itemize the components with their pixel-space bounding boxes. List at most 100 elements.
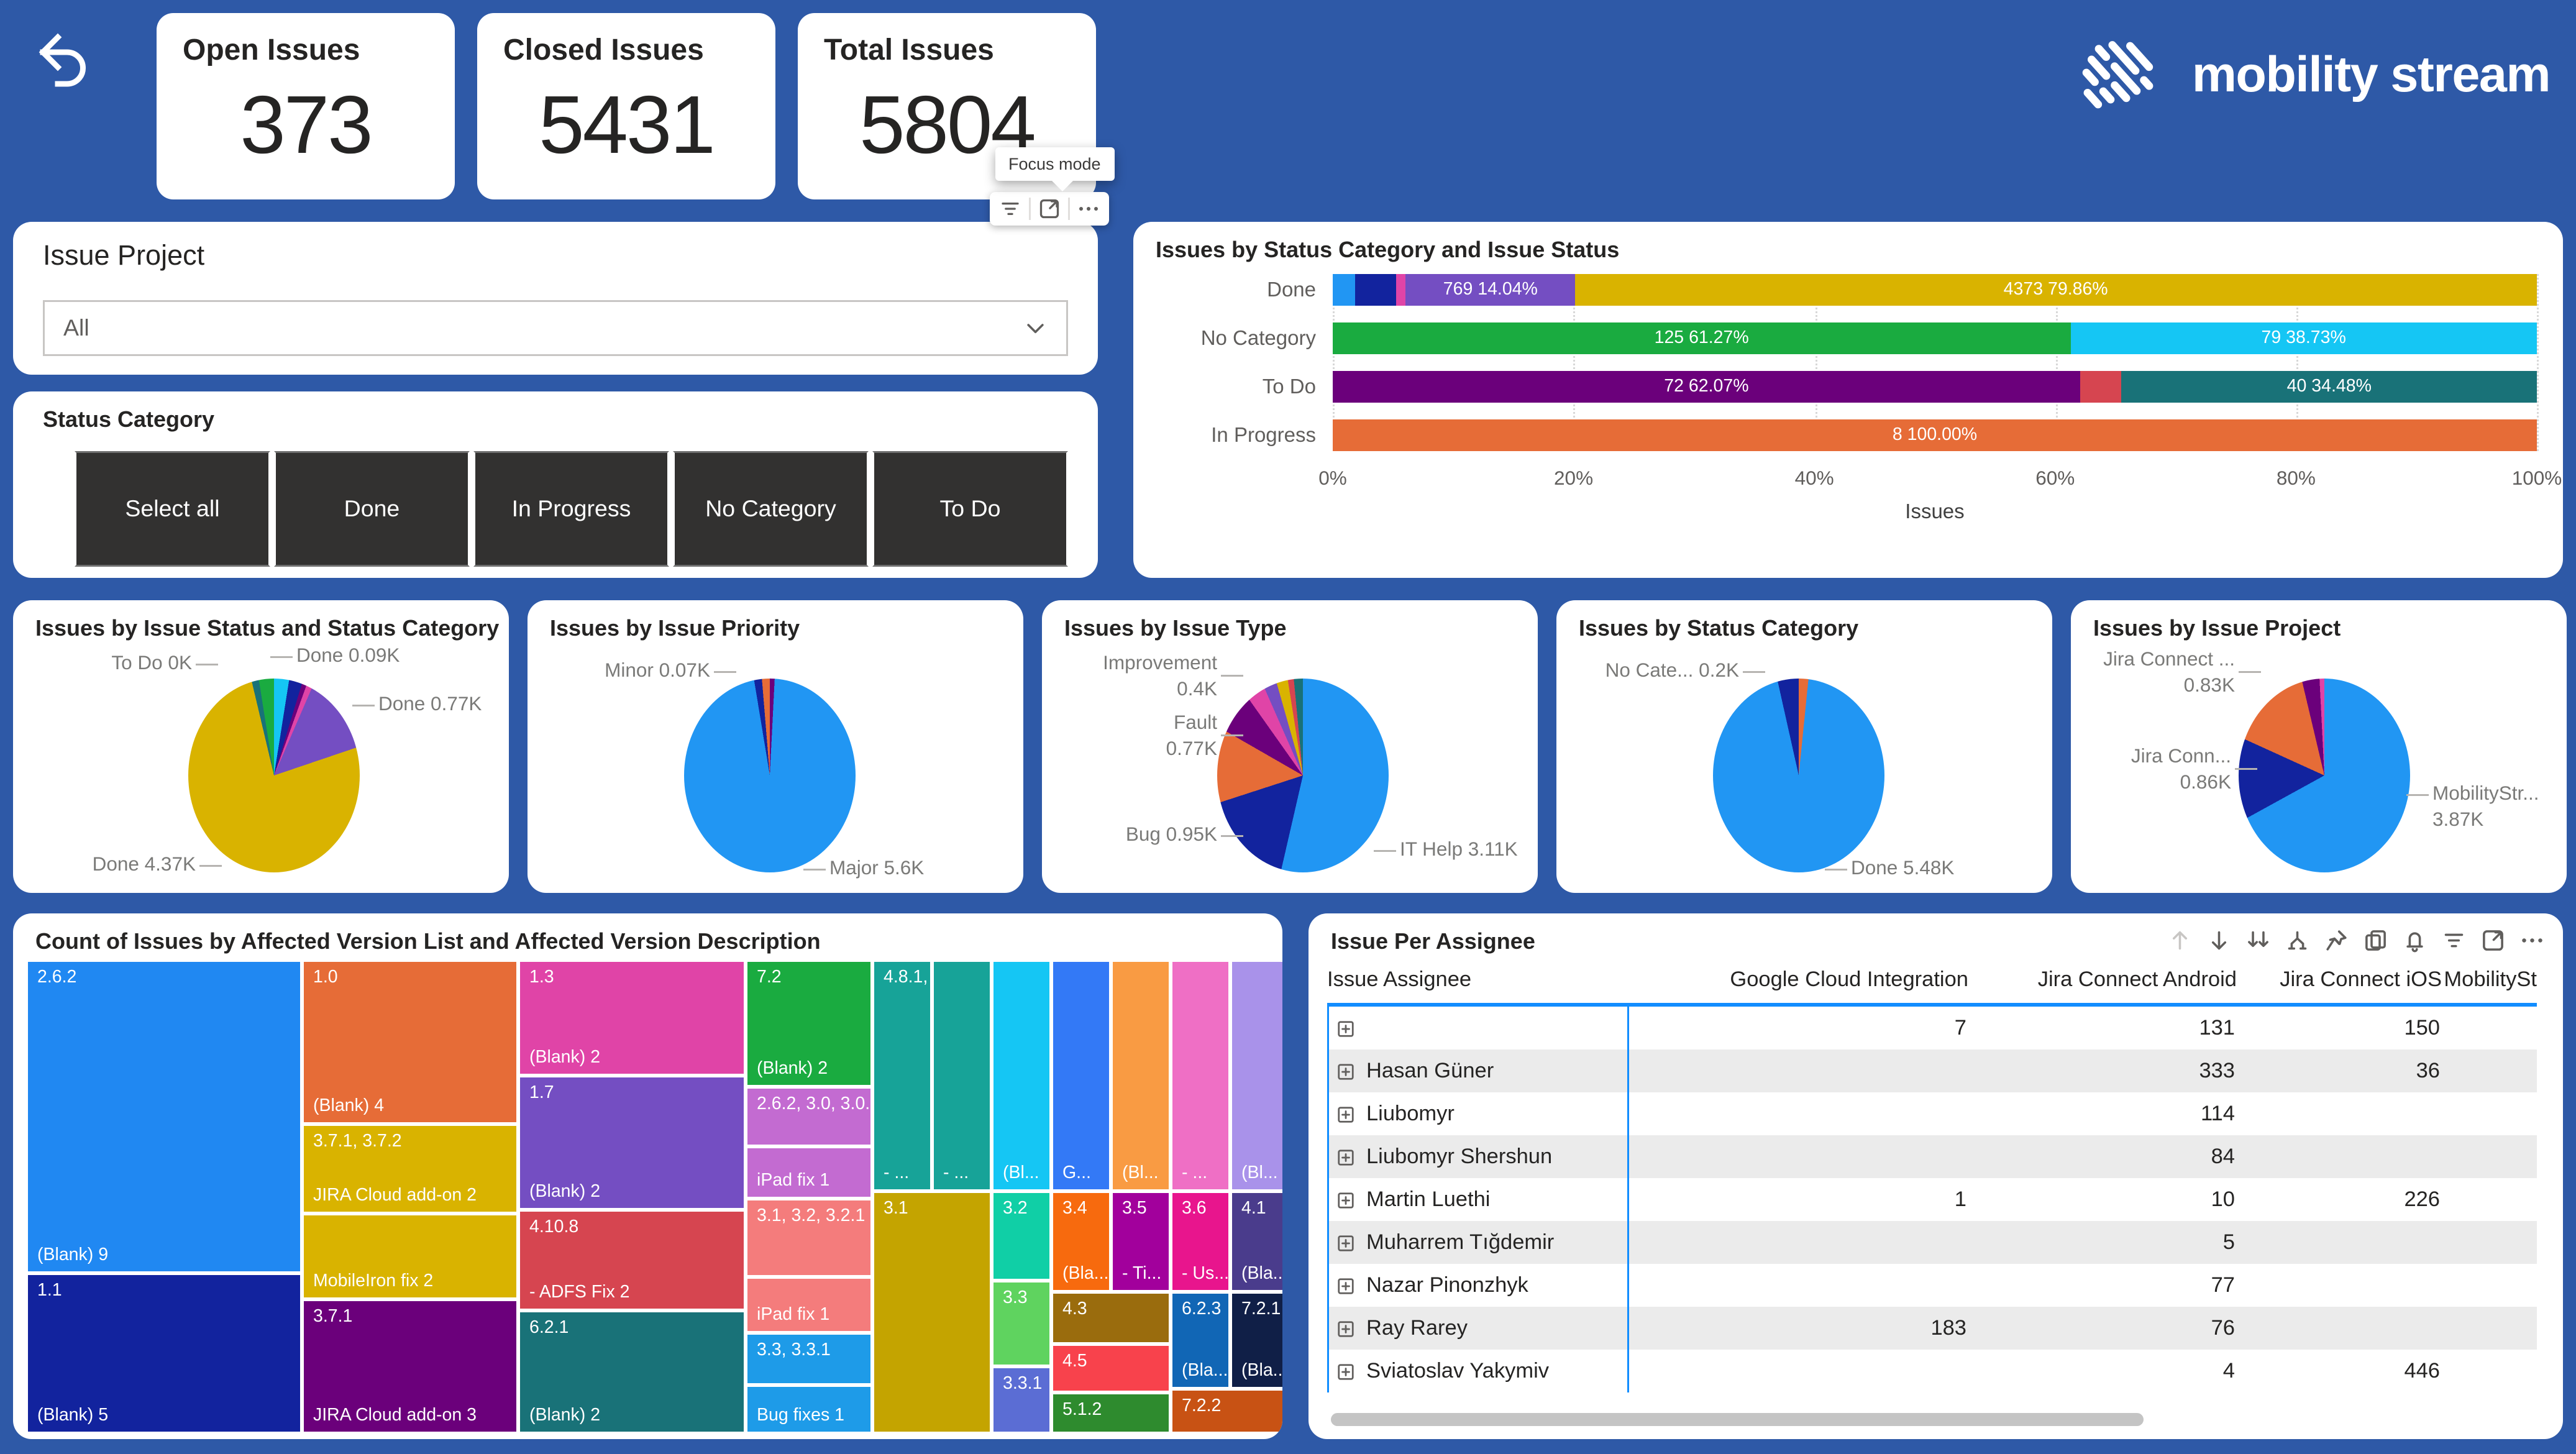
- treemap-tile[interactable]: 7.2 (Blank) 2: [747, 962, 870, 1085]
- treemap-tile[interactable]: 4.10.8 - ADFS Fix 2: [520, 1212, 744, 1309]
- treemap-tile[interactable]: 3.5 - Ti...: [1113, 1193, 1169, 1290]
- button-select-all[interactable]: Select all: [75, 451, 270, 567]
- table-row[interactable]: Nazar Pinonzhyk 77: [1329, 1264, 2537, 1307]
- treemap-tile[interactable]: 3.1, 3.2, 3.2.1: [747, 1200, 870, 1275]
- treemap-tile[interactable]: iPad fix 1: [747, 1148, 870, 1197]
- treemap-tile[interactable]: MobileIron fix 2: [304, 1215, 516, 1297]
- issue-project-dropdown[interactable]: All: [43, 300, 1068, 356]
- bar-segment[interactable]: 40 34.48%: [2121, 371, 2537, 403]
- filter-icon[interactable]: [2442, 928, 2466, 953]
- bar-segment[interactable]: [1333, 274, 1354, 306]
- button-in-progress[interactable]: In Progress: [473, 451, 669, 567]
- plus-box-icon[interactable]: [1336, 1276, 1355, 1295]
- copy-icon[interactable]: [2364, 928, 2388, 953]
- table-row[interactable]: Martin Luethi 1 10 226: [1329, 1178, 2537, 1221]
- treemap-tile[interactable]: iPad fix 1: [747, 1279, 870, 1331]
- pie-chart[interactable]: [2239, 679, 2410, 872]
- bar-segment[interactable]: 4373 79.86%: [1574, 274, 2537, 306]
- treemap-tile[interactable]: 1.7 (Blank) 2: [520, 1077, 744, 1208]
- focus-mode-icon[interactable]: [1029, 198, 1061, 220]
- bar-segment[interactable]: [1354, 274, 1397, 306]
- table-row[interactable]: 7 131 150: [1329, 1007, 2537, 1049]
- horizontal-scrollbar[interactable]: [1331, 1413, 2144, 1426]
- table-row[interactable]: Liubomyr Shershun 84: [1329, 1135, 2537, 1178]
- treemap-tile[interactable]: 1.0 (Blank) 4: [304, 962, 516, 1122]
- treemap-tile[interactable]: 6.2.3 (Bla...: [1172, 1294, 1228, 1387]
- treemap-tile[interactable]: 3.7.1 JIRA Cloud add-on 3: [304, 1301, 516, 1432]
- pin-icon[interactable]: [2324, 928, 2349, 953]
- treemap-tile[interactable]: Bug fixes 1: [747, 1387, 870, 1432]
- alert-icon[interactable]: [2403, 928, 2427, 953]
- plus-box-icon[interactable]: [1336, 1019, 1355, 1038]
- plus-box-icon[interactable]: [1336, 1233, 1355, 1252]
- treemap-tile[interactable]: 1.3 (Blank) 2: [520, 962, 744, 1074]
- table-row[interactable]: Muharrem Tığdemir 5: [1329, 1221, 2537, 1264]
- button-to-do[interactable]: To Do: [872, 451, 1068, 567]
- value-cell: 131: [2199, 1017, 2235, 1040]
- more-options-icon[interactable]: [2520, 928, 2544, 953]
- pie-chart[interactable]: [684, 679, 856, 872]
- treemap-tile[interactable]: 3.1: [874, 1193, 990, 1432]
- expand-tree-icon[interactable]: [2285, 928, 2309, 953]
- bar-segment[interactable]: 8 100.00%: [1333, 419, 2537, 451]
- column-divider: [1627, 1007, 1629, 1392]
- sort-down-icon[interactable]: [2207, 928, 2231, 953]
- more-options-icon[interactable]: [1068, 198, 1100, 220]
- treemap-tile[interactable]: 2.6.2 (Blank) 9: [28, 962, 300, 1271]
- table-row[interactable]: Hasan Güner 333 36: [1329, 1049, 2537, 1092]
- bar-segment[interactable]: [1396, 274, 1407, 306]
- treemap-tile[interactable]: (Bl...: [1113, 962, 1169, 1189]
- treemap-tile[interactable]: 6.2.1 (Blank) 2: [520, 1312, 744, 1432]
- treemap-tile[interactable]: 4.3: [1053, 1294, 1169, 1342]
- filter-icon[interactable]: [999, 198, 1021, 220]
- treemap-tile[interactable]: 5.1.2: [1053, 1394, 1169, 1432]
- treemap-tile[interactable]: 3.4 (Bla...: [1053, 1193, 1109, 1290]
- column-header[interactable]: Issue Assignee: [1327, 969, 1472, 992]
- treemap-tile[interactable]: 1.1 (Blank) 5: [28, 1275, 300, 1432]
- bar-segment[interactable]: [2080, 371, 2122, 403]
- treemap-tile[interactable]: (Bl...: [993, 962, 1049, 1189]
- treemap-tile[interactable]: 3.3, 3.3.1: [747, 1335, 870, 1383]
- treemap-tile[interactable]: 3.2: [993, 1193, 1049, 1279]
- pie-chart[interactable]: [188, 679, 360, 872]
- treemap-tile[interactable]: 3.7.1, 3.7.2 JIRA Cloud add-on 2: [304, 1126, 516, 1212]
- sort-up-icon[interactable]: [2168, 928, 2192, 953]
- button-done[interactable]: Done: [274, 451, 470, 567]
- table-row[interactable]: Sviatoslav Yakymiv 4 446: [1329, 1350, 2537, 1392]
- treemap-tile[interactable]: 3.3.1: [993, 1368, 1049, 1432]
- treemap-tile[interactable]: - ...: [1172, 962, 1228, 1189]
- plus-box-icon[interactable]: [1336, 1105, 1355, 1123]
- column-header[interactable]: Jira Connect Android: [2037, 969, 2237, 992]
- treemap-tile[interactable]: - ...: [934, 962, 990, 1189]
- treemap-tile[interactable]: 7.2.2: [1172, 1391, 1282, 1432]
- treemap-tile[interactable]: 4.5: [1053, 1346, 1169, 1391]
- plus-box-icon[interactable]: [1336, 1362, 1355, 1381]
- column-header[interactable]: MobilitySt: [2444, 969, 2537, 992]
- column-header[interactable]: Jira Connect iOS: [2280, 969, 2442, 992]
- treemap-tile[interactable]: 4.1 (Bla...: [1232, 1193, 1282, 1290]
- pie-chart[interactable]: [1217, 679, 1389, 872]
- bar-segment[interactable]: 72 62.07%: [1333, 371, 2080, 403]
- treemap-tile[interactable]: 3.6 - Us...: [1172, 1193, 1228, 1290]
- focus-mode-icon[interactable]: [2481, 928, 2505, 953]
- back-button[interactable]: [26, 24, 93, 91]
- table-row[interactable]: Liubomyr 114: [1329, 1092, 2537, 1135]
- bar-segment[interactable]: 79 38.73%: [2070, 322, 2537, 354]
- plus-box-icon[interactable]: [1336, 1148, 1355, 1166]
- plus-box-icon[interactable]: [1336, 1191, 1355, 1209]
- table-row[interactable]: Ray Rarey 183 76: [1329, 1307, 2537, 1350]
- plus-box-icon[interactable]: [1336, 1319, 1355, 1338]
- treemap-tile[interactable]: 7.2.1 (Bla...: [1232, 1294, 1282, 1387]
- column-header[interactable]: Google Cloud Integration: [1730, 969, 1968, 992]
- button-no-category[interactable]: No Category: [673, 451, 869, 567]
- pie-chart[interactable]: [1713, 679, 1884, 872]
- bar-segment[interactable]: 769 14.04%: [1406, 274, 1575, 306]
- treemap-tile[interactable]: (Bl...: [1232, 962, 1282, 1189]
- treemap-tile[interactable]: 3.3: [993, 1283, 1049, 1365]
- plus-box-icon[interactable]: [1336, 1062, 1355, 1081]
- treemap-tile[interactable]: 4.8.1, 4.9 - ...: [874, 962, 930, 1189]
- bar-segment[interactable]: 125 61.27%: [1333, 322, 2071, 354]
- treemap-tile[interactable]: 2.6.2, 3.0, 3.0...: [747, 1089, 870, 1145]
- treemap-tile[interactable]: G...: [1053, 962, 1109, 1189]
- double-down-icon[interactable]: [2246, 928, 2270, 953]
